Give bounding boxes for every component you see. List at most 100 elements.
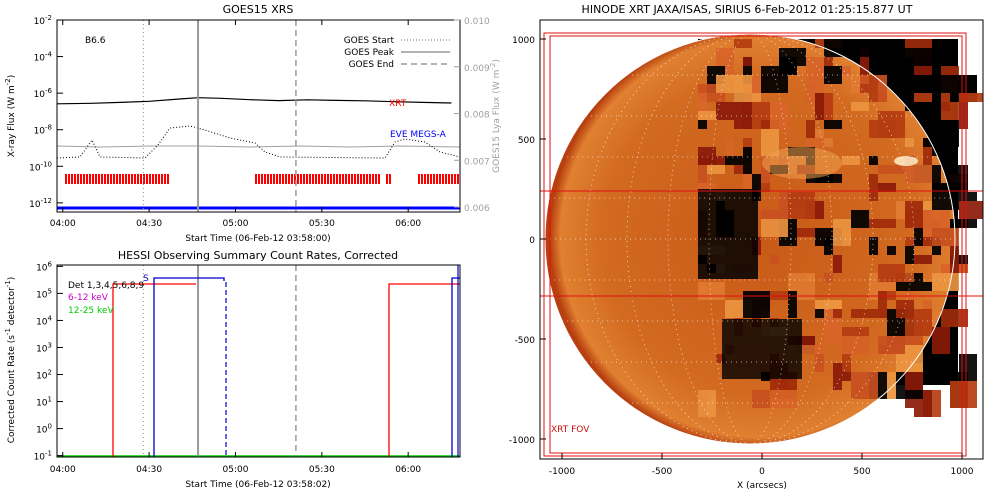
xrt-image-pixel-block (860, 48, 869, 75)
xrt-fov-box (543, 32, 967, 457)
xrt-image-pixel-block (761, 66, 788, 93)
xrt-image-pixel-block (698, 282, 725, 300)
xrt-image-pixel-block (932, 75, 959, 93)
xrt-series-label: XRT (389, 99, 407, 109)
xrt-image-pixel-block (842, 156, 860, 165)
xrt-image-pixel-block (815, 345, 824, 372)
xrt-image-pixel-block (905, 138, 914, 147)
xrt-coverage-tick (445, 174, 447, 184)
xrt-coverage-tick (366, 174, 368, 184)
hessi-panel: HESSI Observing Summary Count Rates, Cor… (4, 249, 461, 490)
xrt-image-pixel-block (725, 138, 734, 156)
xrt-coverage-tick (137, 174, 139, 184)
xrt-coverage-tick (312, 174, 314, 184)
xrt-coverage-tick (375, 174, 377, 184)
xrt-image-pixel-block (743, 174, 752, 183)
xrt-image-pixel-block (815, 93, 824, 120)
xrt-coverage-tick (279, 174, 281, 184)
hessi-plot-frame (56, 264, 461, 458)
goes-ytick-label: 10-2 (34, 14, 52, 27)
goes-y2label-main: GOES15 Lya Flux (W m (492, 70, 502, 173)
hessi-xtick-label: 06:00 (395, 465, 421, 475)
xrt-image-pixel-block (824, 318, 842, 345)
xrt-coverage-tick (116, 174, 118, 184)
xrt-coverage-tick (122, 174, 124, 184)
xrt-image-pixel-block (959, 192, 977, 201)
xrt-image-pixel-block (905, 372, 923, 390)
xrt-coverage-tick (134, 174, 136, 184)
xrt-ytick-label: 0 (529, 236, 535, 246)
xrt-image-pixel-block (806, 120, 815, 138)
xrt-image-pixel-block (698, 120, 707, 129)
xrt-fov-box-inner (549, 35, 963, 454)
hessi-low-energy-segment (112, 283, 196, 457)
hessi-xtick-label: 05:00 (223, 465, 249, 475)
hessi-low-energy-segment (388, 283, 460, 457)
xrt-image-pixel-block (941, 102, 950, 111)
xrt-coverage-tick (86, 174, 88, 184)
goes-ylabel-main: X-ray Flux (W m (7, 85, 17, 157)
hessi-legend-high: 12-25 keV (68, 306, 114, 316)
xrt-image-pixel-block (743, 57, 752, 66)
xrt-image-pixel-block (905, 282, 932, 291)
xrt-image-pixel-block (824, 273, 833, 282)
xrt-image-pixel-block (959, 102, 968, 129)
goes-y2tick-label: 0.010 (464, 17, 490, 27)
xrt-coverage-tick (451, 174, 453, 184)
xrt-dark-region (698, 189, 758, 279)
xrt-coverage-tick (448, 174, 450, 184)
goes-xtick-label: 05:00 (223, 219, 249, 229)
xrt-image-pixel-block (698, 111, 716, 120)
xrt-image-pixel-block (914, 93, 932, 102)
xrt-coverage-tick (258, 174, 260, 184)
xrt-coverage-tick (288, 174, 290, 184)
xrt-coverage-tick (330, 174, 332, 184)
hessi-ylabel-mid: detector (7, 287, 17, 328)
xrt-image-pixel-block (824, 120, 842, 129)
xrt-coverage-tick (354, 174, 356, 184)
xrt-image-pixel-block (932, 120, 950, 147)
xrt-image-pixel-block (770, 102, 788, 129)
xrt-coverage-tick (276, 174, 278, 184)
xrt-coverage-tick (273, 174, 275, 184)
xrt-image-pixel-block (833, 219, 851, 246)
xrt-image-pixel-block (842, 336, 869, 354)
xrt-coverage-tick (303, 174, 305, 184)
xrt-image-pixel-block (932, 228, 959, 246)
xrt-coverage-tick (158, 174, 160, 184)
xrt-coverage-tick (155, 174, 157, 184)
xrt-coverage-tick (291, 174, 293, 184)
hessi-ylabel: Corrected Count Rate (s-1 detector-1) (4, 277, 17, 444)
xrt-image-pixel-block (869, 237, 878, 255)
xrt-image-pixel-block (698, 156, 725, 165)
xrt-coverage-tick (101, 174, 103, 184)
xrt-image-pixel-block (779, 48, 806, 66)
xrt-image-pixel-block (761, 183, 770, 192)
xrt-image-pixel-block (860, 84, 869, 93)
xrt-image-pixel-block (923, 138, 932, 165)
xrt-image-pixel-block (878, 336, 905, 354)
xrt-image-pixel-block (716, 102, 734, 120)
hessi-xtick-label: 05:30 (309, 465, 335, 475)
xrt-coverage-tick (342, 174, 344, 184)
goes-xrs-panel: GOES15 XRS B6.6 GOES Start GOES Peak GOES … (4, 3, 502, 244)
xrt-xtick-label: -500 (652, 467, 673, 477)
goes-y2tick-label: 0.009 (464, 64, 490, 74)
goes-y2label: GOES15 Lya Flux (W m-2) (489, 59, 502, 173)
xrt-coverage-tick (339, 174, 341, 184)
goes-xtick-label: 05:30 (309, 219, 335, 229)
goes-ylabel-exp: -2 (4, 78, 12, 85)
goes-long-channel-line (57, 97, 452, 105)
xrt-coverage-tick (457, 174, 459, 184)
hessi-ylabel-main: Corrected Count Rate (s (7, 335, 17, 444)
xrt-coverage-tick (119, 174, 121, 184)
xrt-image-pixel-block (869, 174, 878, 201)
xrt-coverage-tick (424, 174, 426, 184)
hessi-title: HESSI Observing Summary Count Rates, Cor… (118, 249, 398, 262)
hessi-legend-det: Det 1,3,4,5,6,8,9 (68, 281, 144, 291)
xrt-image-pixel-block (851, 210, 869, 228)
xrt-image-pixel-block (743, 291, 770, 318)
xrt-coverage-tick (98, 174, 100, 184)
xrt-image-pixel-block (950, 219, 977, 228)
